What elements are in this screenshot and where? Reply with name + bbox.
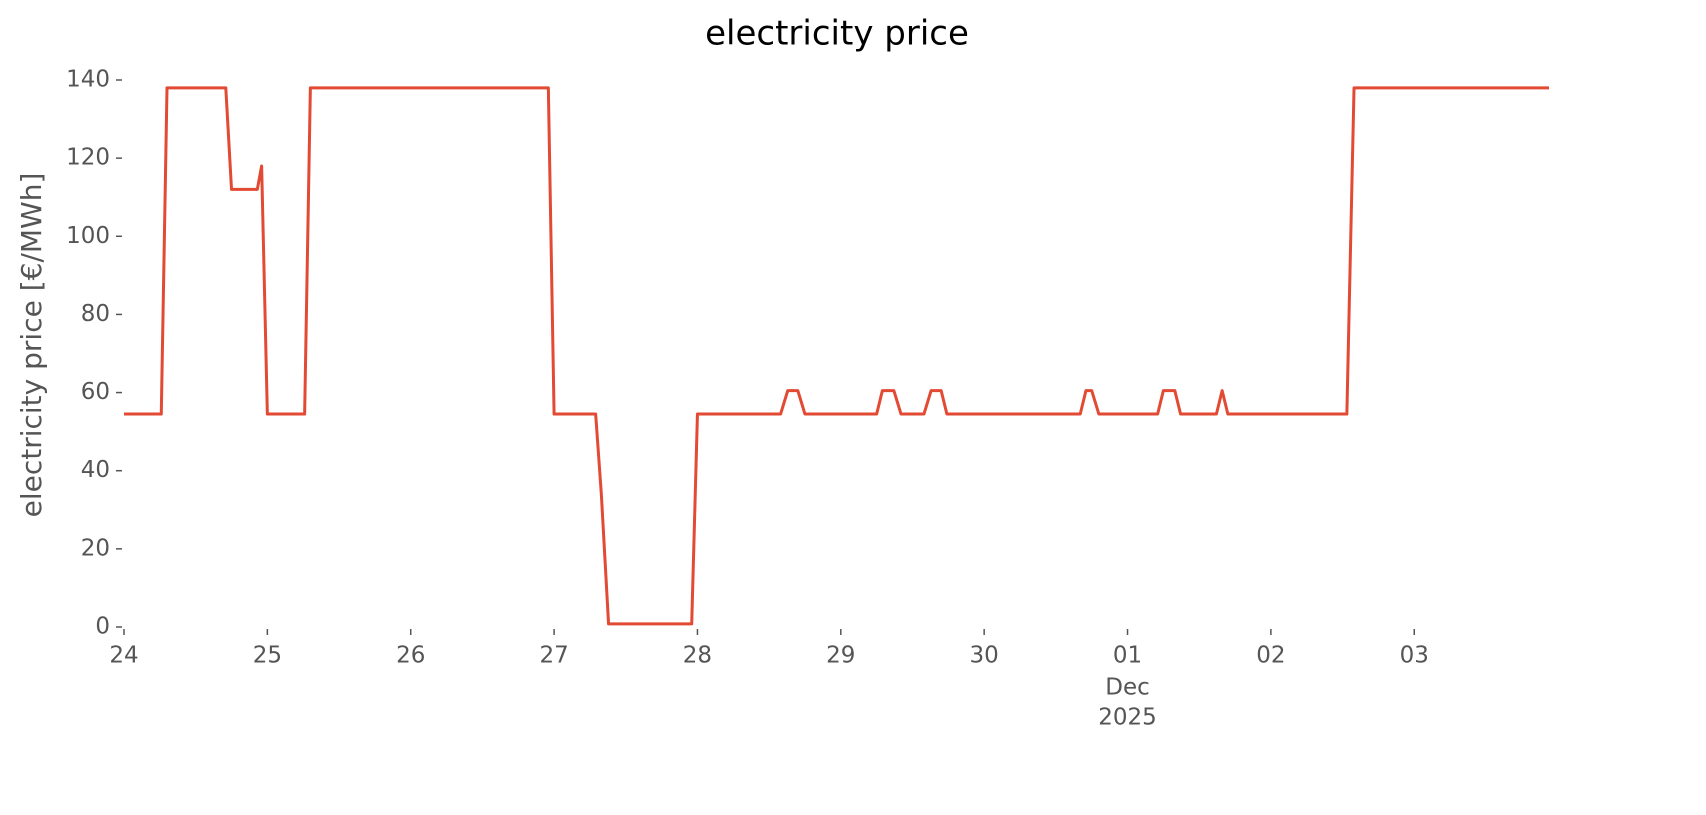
- y-tick-label: 60: [81, 379, 110, 405]
- y-tick-label: 40: [81, 457, 110, 483]
- y-tick-label: 20: [81, 535, 110, 561]
- x-tick-label: 24: [109, 643, 138, 669]
- x-tick-label: 29: [826, 643, 855, 669]
- y-tick-label: 100: [66, 223, 110, 249]
- price-line: [124, 86, 1549, 626]
- x-tick-label: 27: [539, 643, 568, 669]
- x-tick-label: 26: [396, 643, 425, 669]
- x-tick-label: 01: [1113, 643, 1142, 669]
- x-tick-label: 03: [1400, 643, 1429, 669]
- y-tick-label: 80: [81, 301, 110, 327]
- x-month-label: 2025: [1098, 705, 1157, 731]
- x-tick-label: 30: [970, 643, 999, 669]
- y-axis-label: electricity price [€/MWh]: [15, 173, 48, 518]
- y-tick-label: 0: [95, 614, 110, 640]
- chart-title: electricity price: [705, 14, 969, 54]
- x-month-label: Dec: [1105, 675, 1150, 701]
- y-tick-label: 140: [66, 67, 110, 93]
- x-tick-label: 28: [683, 643, 712, 669]
- x-tick-label: 02: [1256, 643, 1285, 669]
- y-tick-label: 120: [66, 145, 110, 171]
- x-tick-label: 25: [253, 643, 282, 669]
